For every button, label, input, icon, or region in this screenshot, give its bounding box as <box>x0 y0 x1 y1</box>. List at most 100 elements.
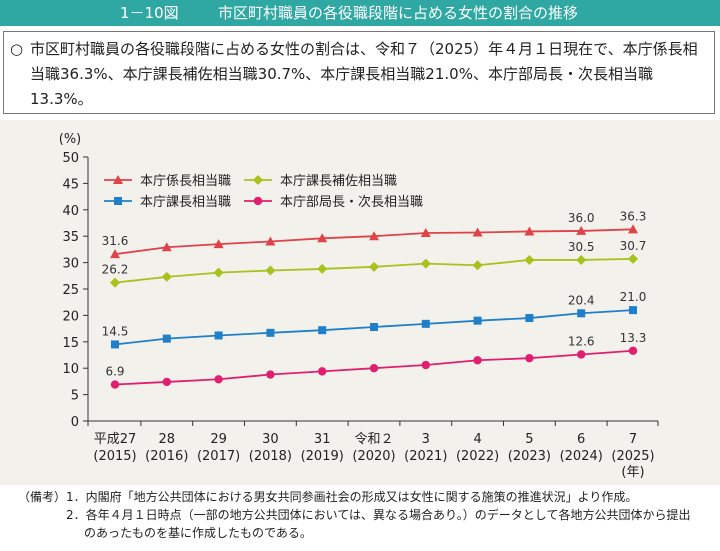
y-tick-label: 35 <box>62 230 79 245</box>
summary-text: 市区町村職員の各役職段階に占める女性の割合は、令和７（2025）年４月１日現在で… <box>30 40 698 108</box>
x-tick-year-label: (2021) <box>404 449 447 464</box>
x-tick-label: 6 <box>577 432 585 447</box>
data-point <box>110 380 120 389</box>
notes-lead: （備考） <box>18 490 67 504</box>
data-label: 12.6 <box>568 334 595 348</box>
x-tick-label: 5 <box>525 432 533 447</box>
legend-label: 本庁係長相当職 <box>140 174 231 189</box>
x-tick-year-label: (2018) <box>249 449 292 464</box>
y-unit-label: (%) <box>59 132 82 147</box>
legend-marker <box>253 175 263 185</box>
chart-panel: 0 5 10 15 20 25 30 35 40 45 50 (%) 平成27 (2015) 28 (2016… <box>0 120 720 485</box>
data-point <box>472 260 483 271</box>
legend-label: 本庁課長相当職 <box>140 194 231 210</box>
data-point <box>421 360 430 370</box>
y-tick-label: 10 <box>62 362 79 377</box>
legend-marker <box>113 175 123 184</box>
data-point <box>162 334 171 343</box>
x-tick-year-label: (2025) <box>611 449 654 464</box>
y-tick-label: 50 <box>62 151 79 166</box>
y-tick-label: 30 <box>62 257 79 272</box>
x-tick-label: 31 <box>314 432 331 447</box>
data-label: 26.2 <box>102 263 129 277</box>
x-tick-year-label: (2017) <box>197 449 240 464</box>
x-tick-label: 4 <box>473 432 481 447</box>
y-tick-label: 15 <box>62 336 79 351</box>
data-point <box>576 225 587 235</box>
data-point <box>266 370 275 379</box>
note-2-continued: のあったものを基に作成したものである。 <box>84 526 312 540</box>
figure-number: 1－10図 <box>120 4 179 22</box>
data-point <box>213 267 224 278</box>
data-point <box>473 356 482 365</box>
data-point <box>318 367 327 376</box>
note-2: 2．各年４月１日時点（一部の地方公共団体においては、異なる場合あり。）のデータと… <box>66 508 691 522</box>
x-unit-label: (年) <box>621 465 644 480</box>
data-point <box>524 254 535 265</box>
x-tick-year-label: (2015) <box>93 449 136 464</box>
legend-label: 本庁課長補佐相当職 <box>280 173 397 189</box>
note-1: 1．内閣府「地方公共団体における男女共同参画社会の形成又は女性に関する施策の推進… <box>66 490 638 504</box>
data-point <box>265 265 276 276</box>
y-tick-label: 45 <box>62 177 79 192</box>
data-point <box>525 353 534 363</box>
data-point <box>110 249 120 259</box>
data-point <box>628 346 638 355</box>
data-point <box>472 227 483 237</box>
x-tick-year-label: (2024) <box>560 449 603 464</box>
y-tick-label: 40 <box>62 204 79 219</box>
data-point <box>628 224 638 234</box>
data-label: 6.9 <box>105 365 124 379</box>
data-point <box>628 253 638 264</box>
data-point <box>110 277 120 288</box>
data-label: 36.0 <box>568 211 595 225</box>
notes: （備考） 1．内閣府「地方公共団体における男女共同参画社会の形成又は女性に関する… <box>0 488 720 550</box>
summary-bullet: ○ <box>10 40 24 58</box>
data-point <box>629 306 637 315</box>
data-point <box>369 231 379 241</box>
legend-marker <box>114 197 122 205</box>
data-point <box>369 364 379 373</box>
data-point <box>420 258 431 269</box>
data-point <box>317 263 328 274</box>
data-label: 20.4 <box>568 293 595 307</box>
data-point <box>369 261 379 272</box>
data-point <box>370 323 378 332</box>
legend-marker <box>253 196 263 206</box>
x-tick-label: 29 <box>210 432 227 447</box>
data-point <box>473 316 482 325</box>
data-point <box>317 233 328 243</box>
x-tick-label: 30 <box>262 432 279 447</box>
data-point <box>266 328 275 337</box>
data-label: 36.3 <box>620 209 647 223</box>
data-point <box>162 377 171 387</box>
data-point <box>318 326 327 335</box>
data-point <box>420 228 431 238</box>
y-tick-label: 0 <box>71 415 79 430</box>
x-tick-year-label: (2016) <box>145 449 188 464</box>
x-tick-label: 28 <box>159 432 176 447</box>
figure-title: 市区町村職員の各役職段階に占める女性の割合の推移 <box>218 4 579 22</box>
data-label: 30.5 <box>568 240 595 254</box>
data-point <box>524 226 535 236</box>
data-point <box>576 254 587 265</box>
data-point <box>214 331 223 340</box>
data-label: 31.6 <box>102 234 129 248</box>
x-tick-year-label: (2019) <box>301 449 344 464</box>
x-tick-year-label: (2023) <box>508 449 551 464</box>
y-tick-label: 25 <box>62 283 79 298</box>
summary-box: ○ 市区町村職員の各役職段階に占める女性の割合は、令和７（2025）年４月１日現… <box>3 31 715 114</box>
data-point <box>161 242 172 252</box>
data-point <box>421 319 430 328</box>
x-tick-label: 7 <box>629 432 637 447</box>
data-label: 21.0 <box>620 290 647 304</box>
data-label: 13.3 <box>620 331 647 345</box>
data-label: 14.5 <box>102 324 129 338</box>
data-point <box>577 309 586 318</box>
data-label: 30.7 <box>620 239 647 253</box>
x-tick-label: 3 <box>422 432 430 447</box>
legend-label: 本庁部局長・次長相当職 <box>280 194 423 210</box>
data-point <box>265 236 276 246</box>
x-tick-label: 平成27 <box>94 432 137 447</box>
data-point <box>214 375 223 384</box>
